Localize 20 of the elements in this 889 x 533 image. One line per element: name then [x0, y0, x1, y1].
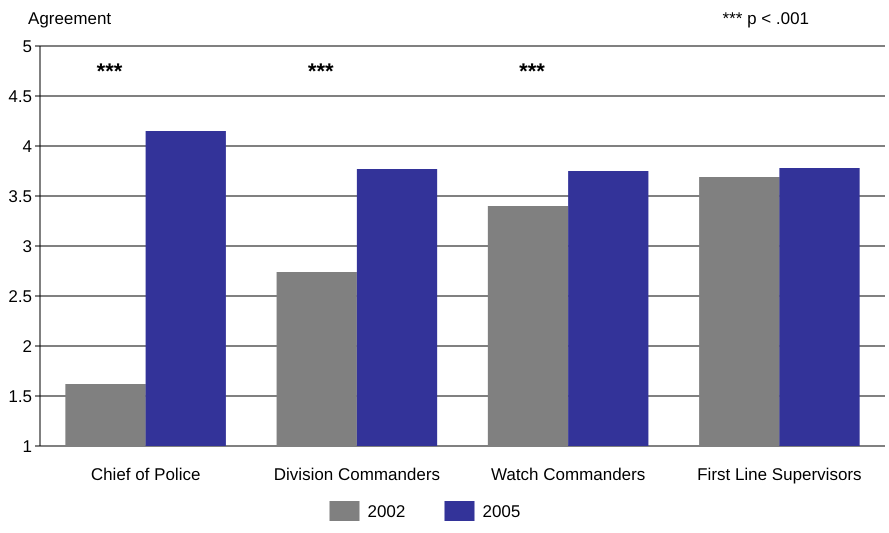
y-tick-label: 4 [22, 136, 32, 156]
legend-label: 2005 [482, 502, 520, 521]
x-tick-label: Division Commanders [274, 465, 440, 484]
text: *** p < .001 [722, 9, 809, 28]
annotation: *** [308, 58, 334, 84]
annotation: *** [96, 58, 123, 84]
y-tick-label: 3 [22, 236, 32, 256]
y-tick-label: 1 [22, 436, 32, 456]
legend-label: 2002 [368, 502, 406, 521]
y-tick-label: 2 [22, 336, 32, 356]
annotation: *** [519, 58, 546, 84]
x-tick-label: Watch Commanders [490, 465, 646, 484]
y-tick-label: 2.5 [8, 286, 32, 306]
y-tick-label: 5 [22, 36, 32, 56]
y-tick-label: 4.5 [8, 86, 32, 106]
x-tick-label: First Line Supervisors [697, 465, 862, 484]
y-axis-title: Agreement [28, 9, 112, 28]
y-tick-label: 1.5 [8, 386, 32, 406]
x-tick-label: Chief of Police [90, 465, 200, 484]
y-tick-label: 3.5 [8, 186, 32, 206]
